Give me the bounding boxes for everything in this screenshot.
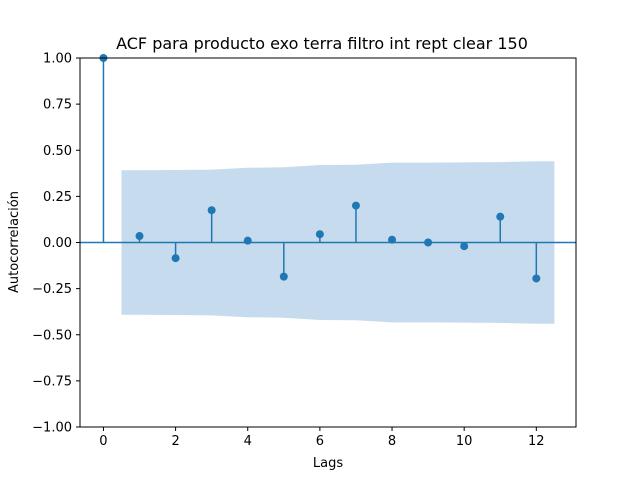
acf-point	[496, 212, 505, 221]
y-tick-label: 0.50	[43, 144, 72, 159]
acf-point	[171, 254, 180, 263]
y-tick-label: 0.75	[43, 98, 72, 113]
x-tick-label: 2	[171, 434, 179, 449]
x-tick-label: 0	[99, 434, 107, 449]
y-tick-label: −0.50	[32, 328, 72, 343]
acf-point	[424, 238, 433, 247]
plot-frame	[79, 57, 577, 428]
acf-point	[532, 274, 541, 283]
y-tick-label: 0.00	[43, 236, 72, 251]
x-tick-label: 8	[388, 434, 396, 449]
acf-point	[135, 232, 144, 241]
y-tick-label: −0.25	[32, 282, 72, 297]
x-tick-label: 10	[456, 434, 473, 449]
acf-point	[207, 206, 216, 215]
x-tick-label: 4	[244, 434, 252, 449]
acf-point	[460, 242, 469, 251]
y-tick-label: 0.25	[43, 190, 72, 205]
acf-point	[388, 235, 397, 244]
chart-title: ACF para producto exo terra filtro int r…	[116, 34, 528, 53]
acf-point	[279, 272, 288, 281]
acf-point	[315, 230, 324, 239]
axis-layer: 0 2 4 6 8 10 12 −1.00 −0.75 −0.50 −0.25 0.00 0.25 0.5…	[32, 52, 544, 450]
x-tick-label: 12	[528, 434, 545, 449]
acf-point	[243, 236, 252, 245]
y-axis-label: Autocorrelación	[7, 191, 22, 293]
acf-point	[351, 201, 360, 210]
x-tick-label: 6	[316, 434, 324, 449]
y-tick-label: −0.75	[32, 374, 72, 389]
y-tick-label: −1.00	[32, 421, 72, 436]
stem-layer	[80, 54, 576, 283]
y-tick-label: 1.00	[43, 52, 72, 67]
x-axis-label: Lags	[313, 456, 343, 471]
